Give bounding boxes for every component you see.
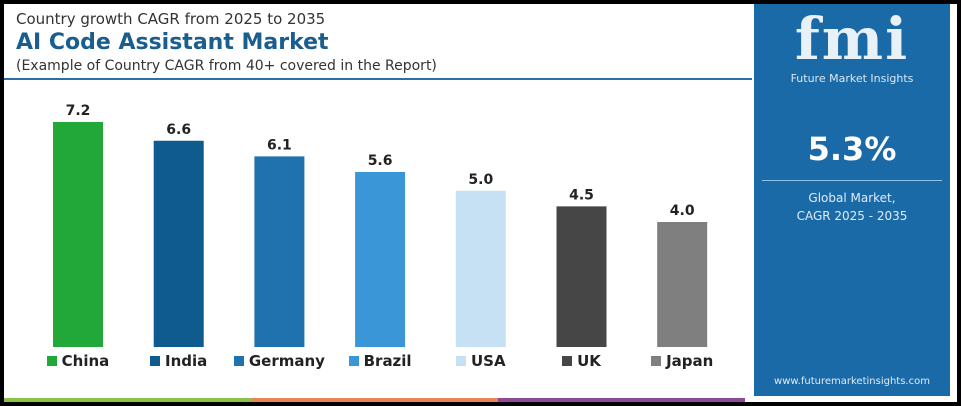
bar-india — [153, 140, 204, 347]
legend-item: UK — [532, 352, 632, 370]
legend-swatch — [651, 356, 662, 366]
legend-item: USA — [431, 352, 531, 370]
global-label-1: Global Market, — [808, 191, 896, 205]
data-label: 6.6 — [166, 122, 191, 138]
fmi-logo: fmi — [794, 5, 910, 73]
bar-china — [53, 122, 103, 347]
data-label: 5.6 — [368, 153, 393, 169]
global-cagr-value: 5.3% — [807, 130, 897, 168]
global-label-2: CAGR 2025 - 2035 — [796, 209, 908, 223]
legend-swatch — [233, 356, 244, 366]
legend-label: Brazil — [363, 352, 412, 370]
website-url: www.futuremarketinsights.com — [774, 376, 930, 387]
bar-germany — [254, 156, 305, 347]
legend-item: Brazil — [330, 352, 430, 370]
legend-swatch — [562, 356, 573, 366]
title-divider — [4, 78, 752, 80]
bar-usa — [455, 190, 506, 347]
bar-brazil — [355, 172, 406, 347]
legend-item: India — [129, 352, 229, 370]
bar-uk — [556, 206, 607, 347]
bar-chart: 7.2 6.6 6.1 5.6 5.0 4.5 4.0 — [53, 103, 708, 347]
legend-swatch — [46, 356, 57, 366]
bottom-strip — [251, 398, 498, 402]
legend-label: China — [61, 352, 110, 370]
data-label: 4.5 — [569, 187, 594, 203]
legend-swatch — [150, 356, 161, 366]
legend-label: Japan — [666, 352, 714, 370]
card: Country growth CAGR from 2025 to 2035 AI… — [4, 4, 957, 402]
legend-item: Germany — [229, 352, 329, 370]
legend-label: Germany — [248, 352, 325, 370]
legend-label: India — [165, 352, 208, 370]
data-label: 4.0 — [670, 203, 695, 219]
legend-swatch — [456, 356, 466, 366]
bottom-strip — [498, 398, 745, 402]
side-panel: fmi Future Market Insights 5.3% Global M… — [754, 4, 950, 396]
logo-subtitle: Future Market Insights — [790, 72, 914, 85]
legend-item: Japan — [632, 352, 732, 370]
data-label: 7.2 — [66, 103, 91, 119]
legend-swatch — [348, 356, 359, 366]
subtitle-top: Country growth CAGR from 2025 to 2035 — [16, 10, 326, 28]
legend-item: China — [28, 352, 128, 370]
legend-label: UK — [577, 352, 601, 370]
chart-title: AI Code Assistant Market — [16, 30, 329, 55]
data-label: 5.0 — [468, 172, 493, 188]
panel-divider — [762, 180, 942, 181]
legend-label: USA — [471, 352, 506, 370]
subtitle-bottom: (Example of Country CAGR from 40+ covere… — [16, 58, 437, 74]
bar-japan — [657, 222, 708, 347]
bottom-strip — [4, 398, 251, 402]
data-label: 6.1 — [267, 137, 292, 153]
